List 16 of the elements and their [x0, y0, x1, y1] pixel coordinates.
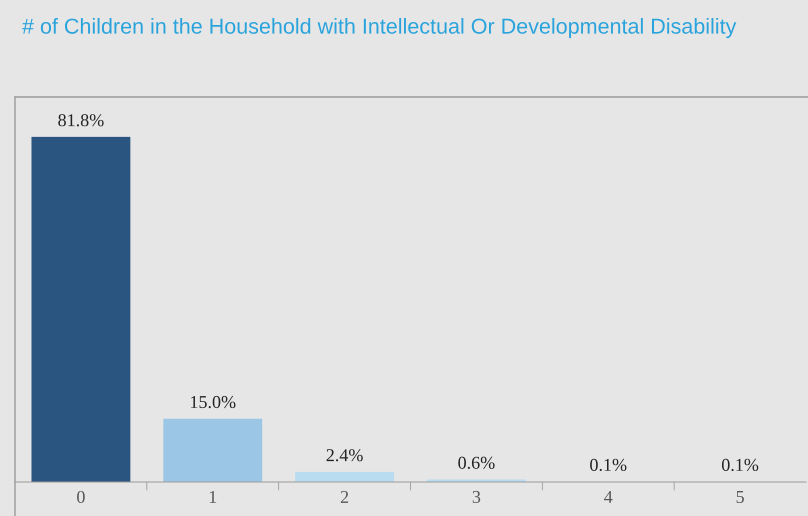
data-label: 0.6% [458, 456, 495, 469]
bar [163, 418, 262, 482]
x-tick-label: 1 [210, 490, 216, 503]
x-tick-label: 2 [340, 490, 348, 503]
x-tick-label: 5 [736, 491, 744, 504]
data-label: 81.8% [58, 114, 104, 126]
data-label: 0.1% [722, 458, 758, 472]
data-label: 0.1% [590, 458, 626, 472]
bar [295, 472, 394, 482]
x-tick-label: 3 [472, 490, 480, 504]
x-tick-label: 4 [604, 490, 612, 503]
data-label: 2.4% [326, 449, 363, 462]
bar [31, 136, 130, 482]
x-tick-label: 0 [77, 490, 85, 504]
chart-title: # of Children in the Household with Intellectual Or Developmental Disability [22, 18, 736, 38]
data-label: 15.0% [191, 396, 236, 408]
